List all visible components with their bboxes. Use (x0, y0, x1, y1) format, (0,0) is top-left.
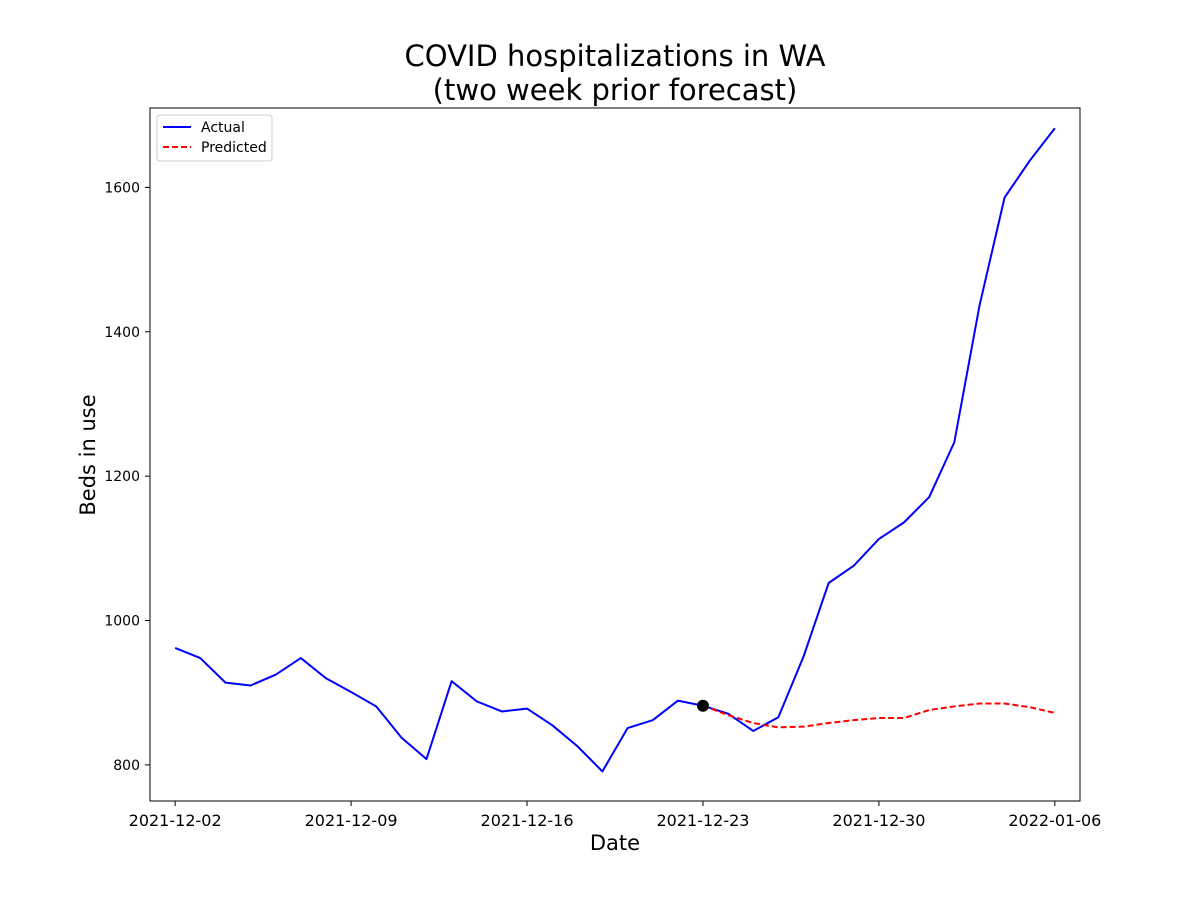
x-tick-label: 2021-12-16 (481, 811, 574, 830)
plot-area (174, 127, 1056, 773)
y-tick-label: 1400 (104, 325, 140, 341)
chart-title-line-2: (two week prior forecast) (433, 73, 798, 107)
legend: Actual Predicted (156, 114, 273, 162)
x-tick-label: 2021-12-09 (305, 811, 398, 830)
plot-frame (149, 107, 1081, 802)
axis-ticks: 2021-12-02 2021-12-09 2021-12-16 2021-12-23… (104, 180, 1101, 830)
x-tick-label: 2021-12-02 (129, 811, 222, 830)
series-line-actual (174, 127, 1056, 773)
legend-actual-label: Actual (201, 120, 245, 136)
y-tick-label: 1600 (104, 180, 140, 196)
y-tick-label: 1200 (104, 469, 140, 485)
x-tick-label: 2021-12-23 (656, 811, 749, 830)
legend-predicted-label: Predicted (201, 140, 267, 156)
forecast-start-marker (696, 699, 709, 712)
x-axis-label: Date (590, 831, 640, 855)
x-tick-label: 2021-12-30 (832, 811, 925, 830)
series-line-predicted (702, 702, 1056, 729)
chart-title-line-1: COVID hospitalizations in WA (405, 39, 826, 73)
y-axis-label: Beds in use (76, 394, 100, 515)
y-tick-label: 1000 (104, 614, 140, 630)
y-tick-label: 800 (113, 758, 140, 774)
x-tick-label: 2022-01-06 (1008, 811, 1101, 830)
